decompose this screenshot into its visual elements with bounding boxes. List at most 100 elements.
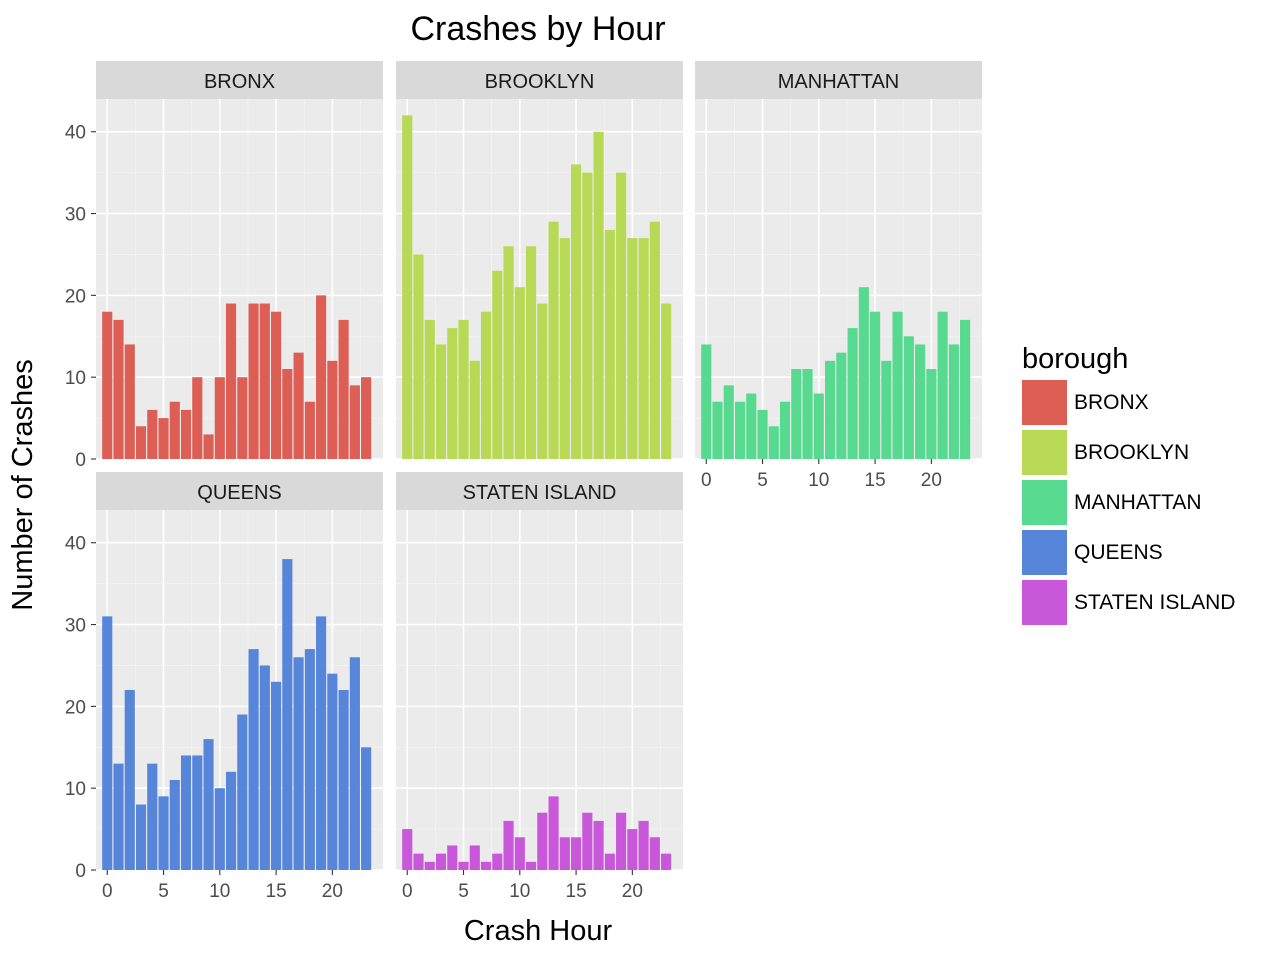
bar — [768, 426, 779, 459]
bar — [424, 861, 435, 870]
bar — [649, 837, 660, 870]
bar — [469, 845, 480, 870]
legend-label: BRONX — [1074, 391, 1149, 414]
bar — [282, 559, 293, 870]
bar — [627, 238, 638, 459]
bar — [304, 649, 315, 870]
bar — [757, 409, 768, 459]
bar — [447, 845, 458, 870]
legend-item-staten-island: STATEN ISLAND — [1022, 580, 1235, 625]
bar — [503, 246, 514, 459]
bar — [237, 714, 248, 870]
facet-bronx: BRONX 0 10 20 30 40 — [65, 61, 383, 471]
y-tick-label: 10 — [65, 779, 86, 800]
bar — [349, 657, 360, 870]
bar — [571, 164, 582, 460]
bar — [147, 409, 158, 459]
legend-swatch — [1022, 580, 1067, 625]
bar — [316, 295, 327, 459]
facet-strip-label: BROOKLYN — [485, 71, 595, 93]
facet-manhattan: MANHATTAN 0 5 10 15 20 — [695, 61, 982, 491]
y-tick-label: 30 — [65, 205, 86, 226]
bar — [582, 812, 593, 870]
legend-swatch — [1022, 380, 1067, 425]
legend-item-brooklyn: BROOKLYN — [1022, 430, 1189, 475]
legend-swatch — [1022, 480, 1067, 525]
bar — [349, 385, 360, 459]
x-tick-label: 10 — [209, 881, 230, 902]
bar — [480, 861, 492, 870]
bar — [712, 401, 723, 459]
bar — [813, 393, 824, 459]
bar — [870, 311, 881, 459]
x-tick-label: 5 — [158, 881, 169, 902]
facet-strip — [396, 61, 683, 99]
x-tick-label: 20 — [921, 470, 942, 491]
facet-strip — [396, 472, 683, 510]
bar — [802, 369, 813, 459]
bar — [903, 336, 914, 459]
legend-swatch — [1022, 430, 1067, 475]
y-tick-label: 40 — [65, 534, 86, 555]
bar — [571, 837, 582, 870]
bar — [327, 673, 338, 870]
bar — [649, 221, 660, 459]
bar — [604, 229, 615, 459]
bar — [593, 131, 604, 459]
bar — [627, 829, 638, 870]
bar — [537, 812, 548, 870]
bar — [548, 796, 559, 870]
bar — [881, 360, 892, 459]
x-tick-label: 10 — [808, 470, 829, 491]
legend: borough BRONX BROOKLYN MANHATTAN QUEENS STAT… — [1022, 343, 1235, 625]
legend-label: BROOKLYN — [1074, 441, 1189, 464]
bar — [616, 812, 627, 870]
x-tick-label: 5 — [757, 470, 768, 491]
bar — [361, 377, 372, 459]
bar — [203, 434, 214, 459]
bar — [293, 657, 304, 870]
bar — [492, 853, 503, 870]
bar — [259, 665, 270, 870]
bar — [124, 690, 135, 870]
bar — [192, 377, 203, 459]
x-tick-label: 15 — [566, 881, 587, 902]
bar — [402, 829, 413, 870]
bar — [458, 861, 469, 870]
bar — [937, 311, 948, 459]
bar — [413, 254, 424, 459]
bar — [214, 377, 225, 459]
bar — [338, 690, 349, 870]
x-tick-label: 20 — [622, 881, 643, 902]
facet-strip — [96, 61, 383, 99]
bar — [559, 837, 570, 870]
panel-background — [396, 510, 683, 870]
bar — [435, 344, 447, 459]
x-tick-label: 15 — [266, 881, 287, 902]
bar — [723, 385, 734, 459]
bar — [402, 115, 413, 459]
bar — [480, 311, 492, 459]
x-tick-label: 15 — [865, 470, 886, 491]
bar — [225, 771, 237, 870]
facet-strip-label: BRONX — [204, 71, 275, 93]
bar — [514, 837, 525, 870]
bar — [915, 344, 926, 459]
bar — [537, 303, 548, 459]
bar — [304, 401, 315, 459]
bar — [158, 796, 169, 870]
bar — [779, 401, 791, 459]
bar — [582, 172, 593, 460]
bar — [503, 820, 514, 870]
bar — [180, 409, 192, 459]
bar — [734, 401, 746, 459]
bar — [858, 287, 869, 459]
bar — [180, 755, 192, 870]
bar — [836, 352, 847, 459]
bar — [147, 763, 158, 870]
bar — [701, 344, 712, 459]
bar — [259, 303, 270, 459]
x-axis-title: Crash Hour — [464, 915, 613, 947]
